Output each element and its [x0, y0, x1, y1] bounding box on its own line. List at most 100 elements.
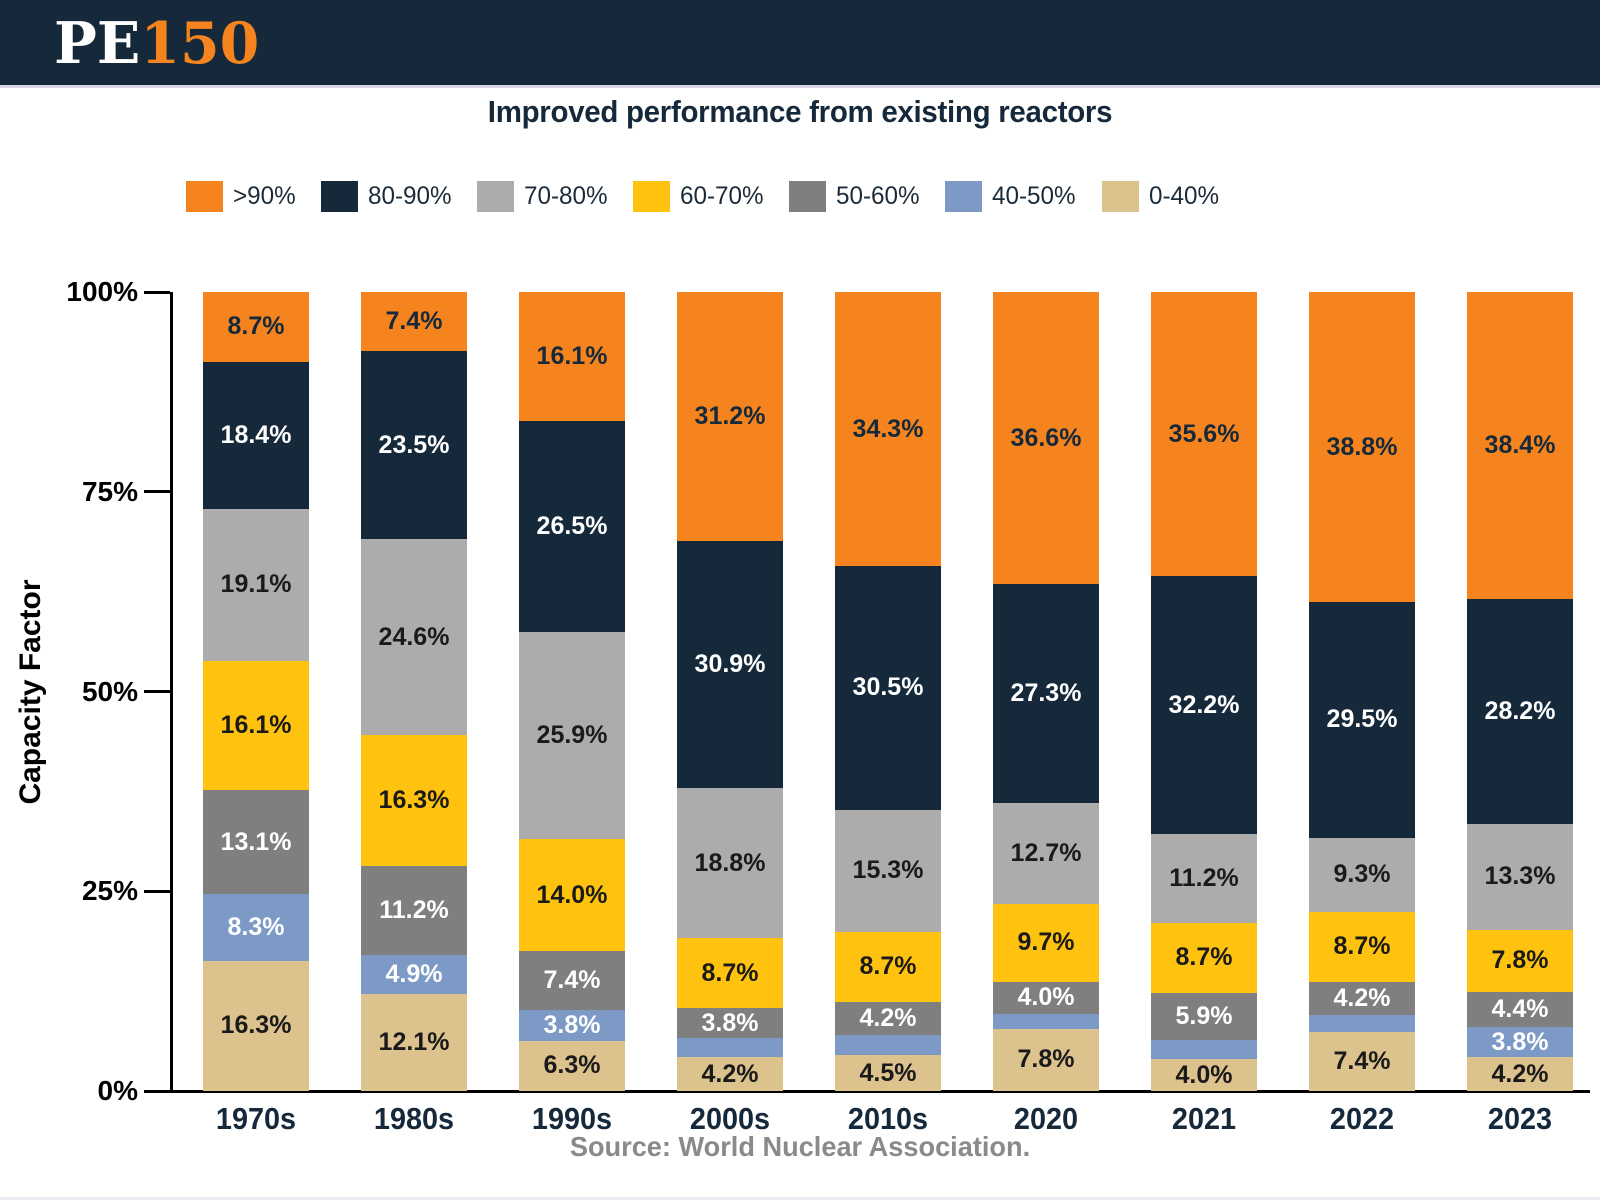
legend-label: 80-90% — [367, 182, 452, 210]
segment-label: 16.1% — [220, 710, 292, 739]
header-bar: PE150 — [0, 0, 1600, 88]
segment-label: 7.8% — [1017, 1045, 1075, 1074]
segment-label: 12.1% — [378, 1028, 450, 1057]
bar-segment: 7.4% — [1309, 1031, 1415, 1091]
bar-segment: 4.2% — [835, 1001, 941, 1036]
segment-label: 8.3% — [227, 913, 285, 942]
bar-2022: 7.4% 4.2% 8.7% 9.3% 29.5% 38.8% — [1309, 292, 1415, 1091]
segment-label: 4.2% — [1491, 1059, 1549, 1088]
bar-segment: 7.4% — [361, 292, 467, 352]
legend-item: 60-70% — [632, 181, 766, 212]
bar-segment: 16.3% — [361, 735, 467, 866]
bar-segment: 11.2% — [1151, 833, 1257, 924]
segment-label: 4.0% — [1017, 983, 1075, 1012]
segment-label: 4.4% — [1491, 995, 1549, 1024]
legend-label: >90% — [233, 182, 296, 210]
bar-segment: 9.3% — [1309, 837, 1415, 913]
segment-label: 28.2% — [1484, 696, 1556, 725]
bar-segment: 8.7% — [1151, 923, 1257, 993]
segment-label: 16.1% — [536, 341, 608, 370]
bar-segment: 38.4% — [1467, 292, 1573, 599]
segment-label: 11.2% — [1169, 863, 1239, 892]
segment-label: 29.5% — [1326, 705, 1398, 734]
segment-label: 4.9% — [385, 960, 443, 989]
bar-segment: 5.9% — [1151, 992, 1257, 1040]
bar-segment: 3.8% — [677, 1007, 783, 1039]
segment-label: 12.7% — [1010, 838, 1082, 867]
segment-label: 16.3% — [378, 786, 450, 815]
segment-label: 24.6% — [378, 622, 450, 651]
bar-2023: 4.2% 3.8% 4.4% 7.8% 13.3% 28.2% 38.4% — [1467, 292, 1573, 1091]
bar-segment: 30.5% — [835, 566, 941, 810]
bar-segment: 4.0% — [1151, 1059, 1257, 1091]
segment-label: 4.2% — [701, 1059, 759, 1088]
legend-label: 70-80% — [523, 182, 608, 210]
segment-label: 8.7% — [1175, 943, 1233, 972]
bar-segment: 8.7% — [203, 292, 309, 362]
logo-pe-text: PE — [54, 10, 141, 77]
bar-segment: 28.2% — [1467, 598, 1573, 824]
segment-label: 4.5% — [859, 1058, 917, 1087]
x-tick-label: 2022 — [1329, 1101, 1395, 1136]
y-tick-label: 0% — [97, 1075, 138, 1106]
footer-divider — [0, 1197, 1600, 1200]
segment-label: 7.8% — [1491, 946, 1549, 975]
bar-segment — [677, 1038, 783, 1058]
bar-segment: 8.3% — [203, 894, 309, 961]
segment-label: 35.6% — [1168, 419, 1240, 448]
segment-label: 8.7% — [1333, 932, 1391, 961]
bar-segment: 23.5% — [361, 351, 467, 539]
bar-segment: 12.1% — [361, 994, 467, 1091]
segment-label: 18.8% — [694, 848, 766, 877]
bar-segment: 18.4% — [203, 361, 309, 509]
bar-segment: 4.2% — [677, 1057, 783, 1091]
segment-label: 15.3% — [852, 856, 924, 885]
legend-swatch — [1101, 181, 1139, 212]
legend-label: 40-50% — [992, 182, 1076, 210]
bar-segment: 4.2% — [1309, 981, 1415, 1016]
bar-segment: 16.1% — [203, 661, 309, 790]
bar-segment: 14.0% — [519, 839, 625, 952]
segment-label: 7.4% — [543, 966, 601, 995]
bar-1990s: 6.3% 3.8% 7.4% 14.0% 25.9% 26.5% 16.1% — [519, 292, 625, 1091]
segment-label: 11.2% — [379, 895, 449, 924]
legend-item: 50-60% — [789, 181, 922, 212]
bar-segment: 16.1% — [519, 292, 625, 421]
bar-segment: 11.2% — [361, 865, 467, 956]
segment-label: 25.9% — [536, 721, 608, 750]
segment-label: 3.8% — [701, 1008, 759, 1037]
segment-label: 19.1% — [220, 570, 292, 599]
legend-item: 70-80% — [476, 181, 610, 212]
bar-segment: 36.6% — [993, 292, 1099, 585]
legend-swatch — [186, 181, 223, 212]
bar-segment: 4.0% — [993, 981, 1099, 1014]
bar-segment: 34.3% — [835, 292, 941, 567]
y-tick-label: 25% — [81, 875, 138, 907]
segment-label: 3.8% — [1491, 1027, 1549, 1056]
bar-segment: 15.3% — [835, 809, 941, 933]
bar-2000s: 4.2% 3.8% 8.7% 18.8% 30.9% 31.2% — [677, 292, 783, 1091]
y-axis-tick — [144, 690, 170, 693]
bar-segment: 30.9% — [677, 541, 783, 789]
legend: >90% 80-90% 70-80% 60-70% 50-60% 40-50% 0-40% — [186, 181, 1244, 212]
bar-segment: 3.8% — [1467, 1027, 1573, 1058]
segment-label: 38.8% — [1326, 432, 1398, 461]
segment-label: 26.5% — [536, 512, 608, 541]
segment-label: 8.7% — [701, 958, 759, 987]
bar-segment — [993, 1013, 1099, 1029]
legend-swatch — [632, 181, 670, 212]
bar-segment: 13.3% — [1467, 823, 1573, 930]
segment-label: 30.9% — [694, 650, 766, 679]
legend-label: 0-40% — [1148, 182, 1219, 210]
bar-segment: 29.5% — [1309, 602, 1415, 838]
bar-1980s: 12.1% 4.9% 11.2% 16.3% 24.6% 23.5% 7.4% — [361, 292, 467, 1091]
bar-1970s: 16.3% 8.3% 13.1% 16.1% 19.1% 18.4% 8.7% — [203, 292, 309, 1091]
bar-segment: 35.6% — [1151, 292, 1257, 577]
segment-label: 16.3% — [220, 1011, 292, 1040]
segment-label: 30.5% — [852, 673, 924, 702]
segment-label: 36.6% — [1010, 423, 1082, 452]
bar-segment — [1309, 1015, 1415, 1032]
bar-segment: 8.7% — [835, 932, 941, 1002]
legend-label: 60-70% — [679, 182, 764, 210]
x-axis-spine — [144, 1090, 1590, 1093]
